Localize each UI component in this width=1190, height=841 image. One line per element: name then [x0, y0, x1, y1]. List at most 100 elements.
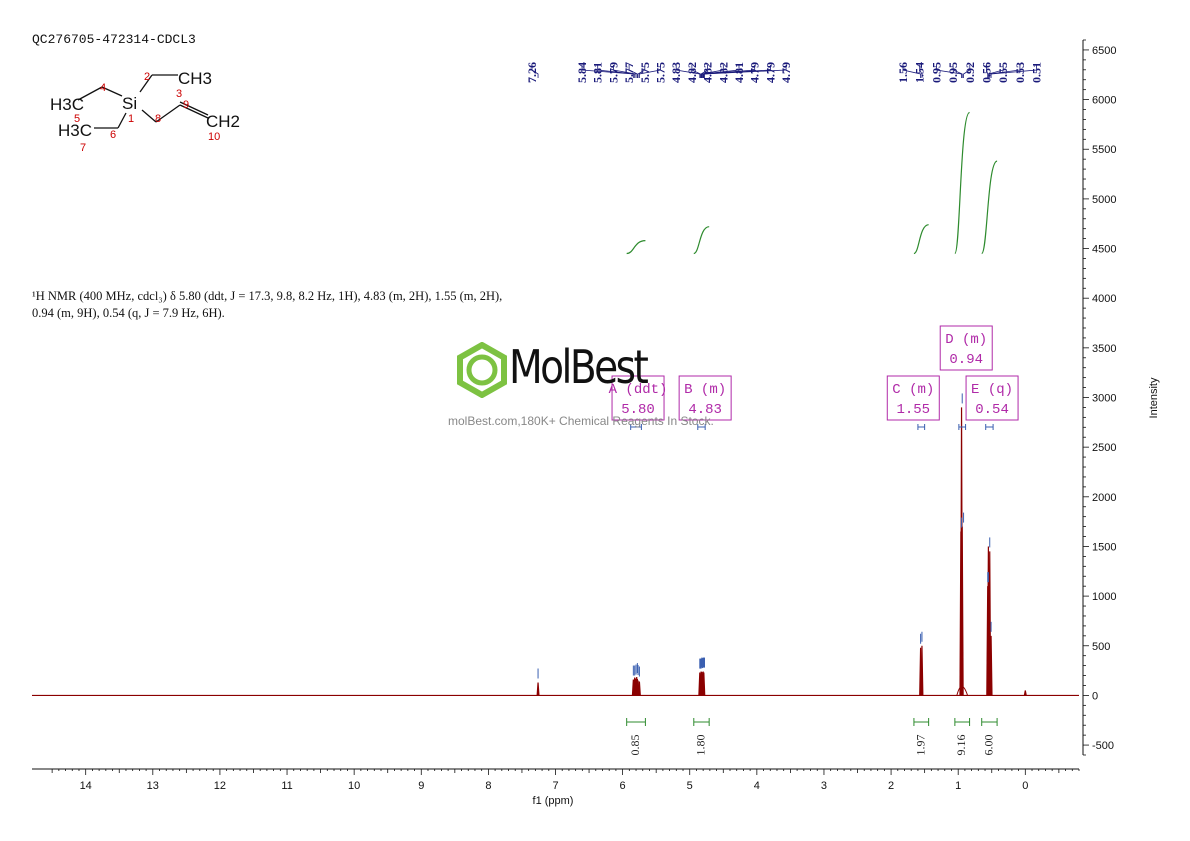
- integral-labels: 0.85 1.80 1.97 9.16 6.00: [626, 718, 998, 756]
- multiplet-shift: 0.54: [975, 402, 1009, 418]
- peak-label: 4.79: [748, 62, 762, 83]
- y-tick-label: 1500: [1092, 541, 1116, 553]
- y-tick-label: 6000: [1092, 95, 1116, 107]
- y-tick-label: 2000: [1092, 492, 1116, 504]
- molecule-bond: [101, 86, 123, 97]
- peak-label: 7.26: [525, 62, 539, 83]
- peak-label-connector: [702, 65, 756, 78]
- peak-label-connector: [613, 65, 637, 78]
- multiplet-boxes: A (ddt) 5.80 B (m) 4.83 C (m) 1.55 D (m) 0.94 E …: [609, 325, 1019, 430]
- peak-label-connector: [531, 65, 539, 78]
- molecule-label: H3C: [50, 95, 84, 114]
- spectrum-peak-21: [989, 635, 993, 696]
- peak-label: 4.79: [763, 62, 777, 83]
- x-axis-label: f1 (ppm): [533, 795, 574, 807]
- multiplet-label: D (m): [945, 332, 987, 348]
- y-tick-label: 2500: [1092, 442, 1116, 454]
- molecule-atom-number: 2: [144, 71, 150, 83]
- molecule-label: CH2: [206, 112, 240, 131]
- molecule-atom-number: 5: [74, 113, 80, 125]
- y-tick-label: 4500: [1092, 244, 1116, 256]
- nmr-description: ¹H NMR (400 MHz, cdcl₃) δ 5.80 (ddt, J =…: [32, 288, 632, 322]
- peak-label: 1.54: [913, 62, 927, 83]
- peak-label: 0.95: [929, 62, 943, 83]
- multiplet-shift: 5.80: [621, 402, 655, 418]
- spectrum-peak-0: [536, 682, 540, 696]
- x-tick-label: 2: [888, 780, 894, 792]
- integral-curve-2: [913, 224, 929, 255]
- molecule-structure: H3C CH3 Si H3C CH2 1 2 3 4 5 6 7 8 9 10: [50, 69, 240, 154]
- integral-curves: [626, 111, 998, 255]
- nmr-description-line2: 0.94 (m, 9H), 0.54 (q, J = 7.9 Hz, 6H).: [32, 306, 225, 320]
- x-tick-label: 14: [80, 780, 92, 792]
- spectrum-hump: [956, 685, 969, 696]
- peak-label-connector: [952, 65, 963, 78]
- y-tick-label: 5000: [1092, 194, 1116, 206]
- y-tick-label: -500: [1092, 740, 1114, 752]
- multiplet-label: C (m): [892, 382, 934, 398]
- peak-label-connector: [703, 65, 771, 78]
- peak-label-connector: [637, 65, 646, 78]
- molecule-atom-number: 10: [208, 131, 220, 143]
- peak-label: 5.79: [606, 62, 620, 83]
- molecule-atom-number: 7: [80, 142, 86, 154]
- peak-label-connector: [581, 65, 634, 78]
- x-tick-label: 7: [552, 780, 558, 792]
- spectrum-peak-14: [920, 645, 924, 696]
- watermark-tagline: molBest.com,180K+ Chemical Reagents In S…: [448, 414, 714, 428]
- x-tick-label: 0: [1022, 780, 1028, 792]
- y-tick-label: 500: [1092, 641, 1110, 653]
- peak-label-connector: [597, 65, 636, 78]
- peak-labels: 7.26 5.84 5.81 5.79 5.77 5.75 5.75 4.83 4.82 4.82…: [525, 62, 1044, 679]
- x-tick-label: 8: [485, 780, 491, 792]
- peak-label-connector: [902, 65, 922, 78]
- integral-curve-1: [693, 226, 710, 255]
- peak-label-connector: [628, 65, 638, 78]
- multiplet-box-A: [611, 375, 665, 421]
- spectrum-peak-7: [637, 681, 641, 696]
- peak-label: 0.92: [963, 62, 977, 83]
- peak-label-connector: [990, 65, 1037, 78]
- y-tick-label: 1000: [1092, 591, 1116, 603]
- spectrum-trace: [32, 407, 1079, 697]
- molecule-atom-number: 3: [176, 88, 182, 100]
- peak-label: 5.84: [575, 62, 589, 83]
- x-tick-label: 11: [281, 780, 292, 792]
- spectrum-peak-17: [960, 526, 964, 696]
- peak-label: 0.95: [946, 62, 960, 83]
- x-tick-label: 3: [821, 780, 827, 792]
- peak-label-connector: [989, 65, 1021, 78]
- x-tick-label: 13: [147, 780, 159, 792]
- molecule-label: Si: [122, 94, 137, 113]
- x-tick-label: 4: [754, 780, 760, 792]
- y-tick-label: 3000: [1092, 393, 1116, 405]
- molecule-bond: [141, 109, 157, 123]
- integral-value: 1.97: [913, 735, 927, 756]
- molbest-logo-icon: [457, 342, 507, 398]
- integral-value: 6.00: [981, 735, 995, 756]
- molecule-label: CH3: [178, 69, 212, 88]
- molecule-bond: [179, 101, 209, 116]
- molecule-bond: [77, 86, 103, 101]
- peak-label: 4.83: [669, 62, 683, 83]
- multiplet-box-E: [965, 375, 1019, 421]
- peak-label-connector: [919, 65, 923, 78]
- molecule-bond: [117, 112, 127, 129]
- multiplet-box-D: [939, 325, 993, 371]
- spectrum-peak-12: [702, 672, 706, 696]
- peak-label-connector: [987, 65, 1004, 78]
- peak-label-connector: [691, 65, 701, 78]
- molecule-atom-number: 9: [183, 99, 189, 111]
- spectrum-peak-22: [1023, 690, 1027, 696]
- multiplet-shift: 1.55: [896, 402, 930, 418]
- peak-label-connector: [702, 65, 740, 78]
- peak-label-connector: [963, 65, 971, 78]
- peak-label: 5.75: [654, 62, 668, 83]
- peak-label-connector: [701, 65, 724, 78]
- multiplet-label: A (ddt): [609, 382, 668, 398]
- multiplet-shift: 0.94: [949, 352, 983, 368]
- peak-label: 1.56: [896, 62, 910, 83]
- peak-label: 0.51: [1030, 62, 1044, 83]
- integral-curve-3: [954, 111, 971, 255]
